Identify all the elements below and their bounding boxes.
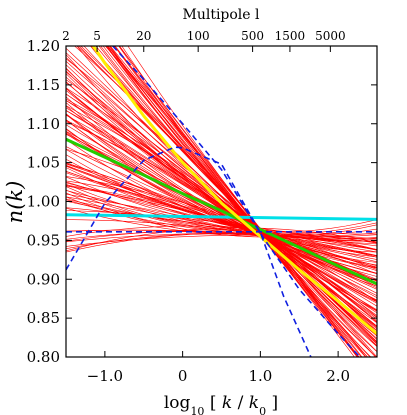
top-tick-label: 500 (241, 29, 264, 43)
y-tick-label: 1.00 (27, 193, 60, 211)
top-axis-title: Multipole l (182, 7, 260, 23)
ticks-layer: −1.0 0 1.0 2.0 0.80 0.85 0.90 0.95 1.00 1.05 1.10 1… (27, 29, 377, 385)
red-series-line (66, 233, 377, 253)
red-series-line (66, 98, 377, 337)
y-tick-label: 1.20 (27, 37, 60, 55)
top-tick-label: 100 (187, 29, 210, 43)
y-tick-label: 1.10 (27, 115, 60, 133)
red-series-line (66, 71, 377, 327)
red-series-line (66, 162, 377, 294)
red-series-line (66, 47, 377, 347)
red-series-line (66, 229, 377, 244)
x-tick-label: 0 (178, 367, 188, 385)
x-tick-label: 1.0 (248, 367, 272, 385)
yellow-series-line (91, 46, 377, 335)
red-series-line (66, 234, 377, 247)
red-series-line (66, 70, 377, 303)
red-series-line (66, 114, 377, 316)
red-series-line (66, 227, 377, 252)
red-series-line (107, 46, 366, 357)
cyan-series-line (66, 213, 377, 221)
red-series-line (66, 196, 377, 263)
blue-dashed-arch-line (66, 146, 312, 357)
red-series-line (66, 148, 377, 303)
y-tick-label: 0.80 (27, 348, 60, 366)
y-axis-title: n(k) (3, 181, 27, 224)
red-series-line (66, 182, 377, 268)
green-series-line (66, 137, 377, 286)
top-tick-label: 5 (93, 29, 101, 43)
y-tick-label: 0.95 (27, 231, 60, 249)
red-series-line (66, 219, 377, 258)
red-series-line (106, 46, 377, 353)
top-tick-label: 2 (62, 29, 70, 43)
red-series-line (66, 154, 377, 240)
x-tick-label: 2.0 (326, 367, 350, 385)
red-series-line (104, 46, 359, 357)
y-tick-label: 0.85 (27, 309, 60, 327)
red-series-line (127, 46, 371, 357)
top-tick-label: 1500 (275, 29, 306, 43)
red-series-line (66, 90, 377, 307)
blue-dashed-steep-line (112, 46, 361, 357)
top-tick-label: 20 (136, 29, 151, 43)
red-series-line (91, 46, 377, 328)
y-tick-label: 1.05 (27, 154, 60, 172)
red-series-line (66, 88, 377, 301)
red-series-line (66, 171, 377, 267)
x-axis-title: log10 [ k / k0 ] (164, 393, 278, 415)
red-series-line (108, 46, 377, 357)
red-series-line (66, 105, 377, 287)
x-tick-label: −1.0 (87, 367, 123, 385)
y-tick-label: 0.90 (27, 270, 60, 288)
red-series-line (66, 207, 377, 257)
top-tick-label: 5000 (315, 29, 346, 43)
y-tick-label: 1.15 (27, 76, 60, 94)
red-series-line (66, 146, 377, 285)
series-layer (66, 46, 377, 357)
red-series-line (76, 46, 376, 357)
red-series-line (107, 46, 355, 357)
red-series-line (105, 46, 358, 357)
red-series-line (66, 207, 377, 238)
